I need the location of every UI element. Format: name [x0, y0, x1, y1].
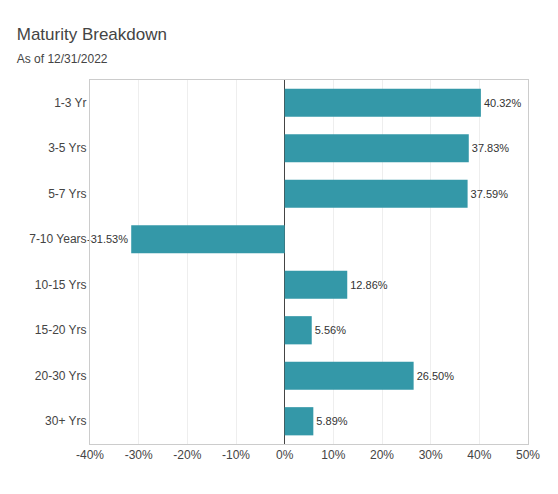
svg-text:40.32%: 40.32%: [484, 97, 522, 109]
svg-text:40%: 40%: [467, 448, 491, 462]
svg-text:-10%: -10%: [222, 448, 250, 462]
svg-text:37.59%: 37.59%: [471, 188, 509, 200]
svg-text:-30%: -30%: [125, 448, 153, 462]
svg-text:5.89%: 5.89%: [316, 415, 347, 427]
svg-text:30%: 30%: [419, 448, 443, 462]
svg-text:0%: 0%: [276, 448, 294, 462]
svg-text:50%: 50%: [516, 448, 540, 462]
svg-text:37.83%: 37.83%: [472, 142, 510, 154]
svg-text:7-10 Years: 7-10 Years: [29, 232, 86, 246]
svg-text:As of 12/31/2022: As of 12/31/2022: [17, 52, 108, 66]
svg-text:-40%: -40%: [76, 448, 104, 462]
svg-text:-20%: -20%: [173, 448, 201, 462]
svg-text:15-20 Yrs: 15-20 Yrs: [35, 323, 87, 337]
svg-text:1-3 Yr: 1-3 Yr: [54, 96, 86, 110]
svg-text:10-15 Yrs: 10-15 Yrs: [35, 278, 87, 292]
svg-text:20%: 20%: [370, 448, 394, 462]
svg-text:20-30 Yrs: 20-30 Yrs: [35, 369, 87, 383]
svg-text:-31.53%: -31.53%: [87, 233, 128, 245]
svg-text:26.50%: 26.50%: [417, 370, 455, 382]
svg-text:10%: 10%: [321, 448, 345, 462]
svg-text:5-7 Yrs: 5-7 Yrs: [48, 187, 86, 201]
svg-text:30+ Yrs: 30+ Yrs: [45, 414, 86, 428]
svg-text:12.86%: 12.86%: [350, 279, 388, 291]
svg-text:3-5 Yrs: 3-5 Yrs: [48, 141, 86, 155]
svg-text:5.56%: 5.56%: [315, 324, 346, 336]
svg-text:Maturity Breakdown: Maturity Breakdown: [17, 25, 167, 44]
